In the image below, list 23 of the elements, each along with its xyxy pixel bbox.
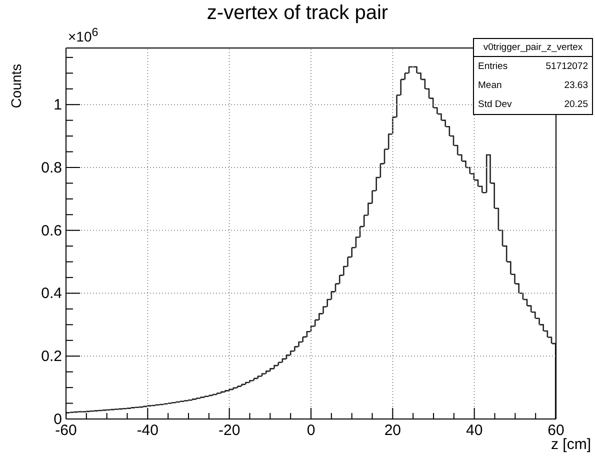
x-tick-label: -20 (218, 422, 240, 439)
text: ×10$^{6}$ (68, 26, 98, 45)
x-tick-label: 20 (384, 422, 402, 439)
annotation: v0trigger_pair_z_vertex (474, 39, 592, 57)
y-tick-label: 1 (54, 96, 62, 114)
y-tick-label: 0.4 (41, 285, 62, 302)
x-tick-label: 60 (548, 422, 564, 439)
x-tick-label: 0 (306, 422, 316, 439)
chart-title: z-vertex of track pair (206, 2, 390, 25)
annotation: Std Dev (478, 99, 512, 110)
y-axis-title: Counts (8, 62, 24, 110)
y-tick-label: 0.6 (41, 222, 62, 240)
y-tick-label: 0.2 (41, 348, 62, 366)
x-axis-title: z [cm] (551, 436, 591, 453)
annotation: Entries (478, 61, 508, 72)
y-tick-label: 0 (54, 411, 62, 428)
y-tick-label: 0.8 (41, 159, 62, 176)
text: 20.25 (564, 99, 588, 110)
text: 23.63 (564, 80, 588, 91)
x-tick-label: 40 (466, 422, 483, 439)
x-tick-label: -40 (136, 422, 159, 439)
annotation: Mean (478, 80, 502, 91)
annotation: 51712072 (546, 61, 588, 72)
